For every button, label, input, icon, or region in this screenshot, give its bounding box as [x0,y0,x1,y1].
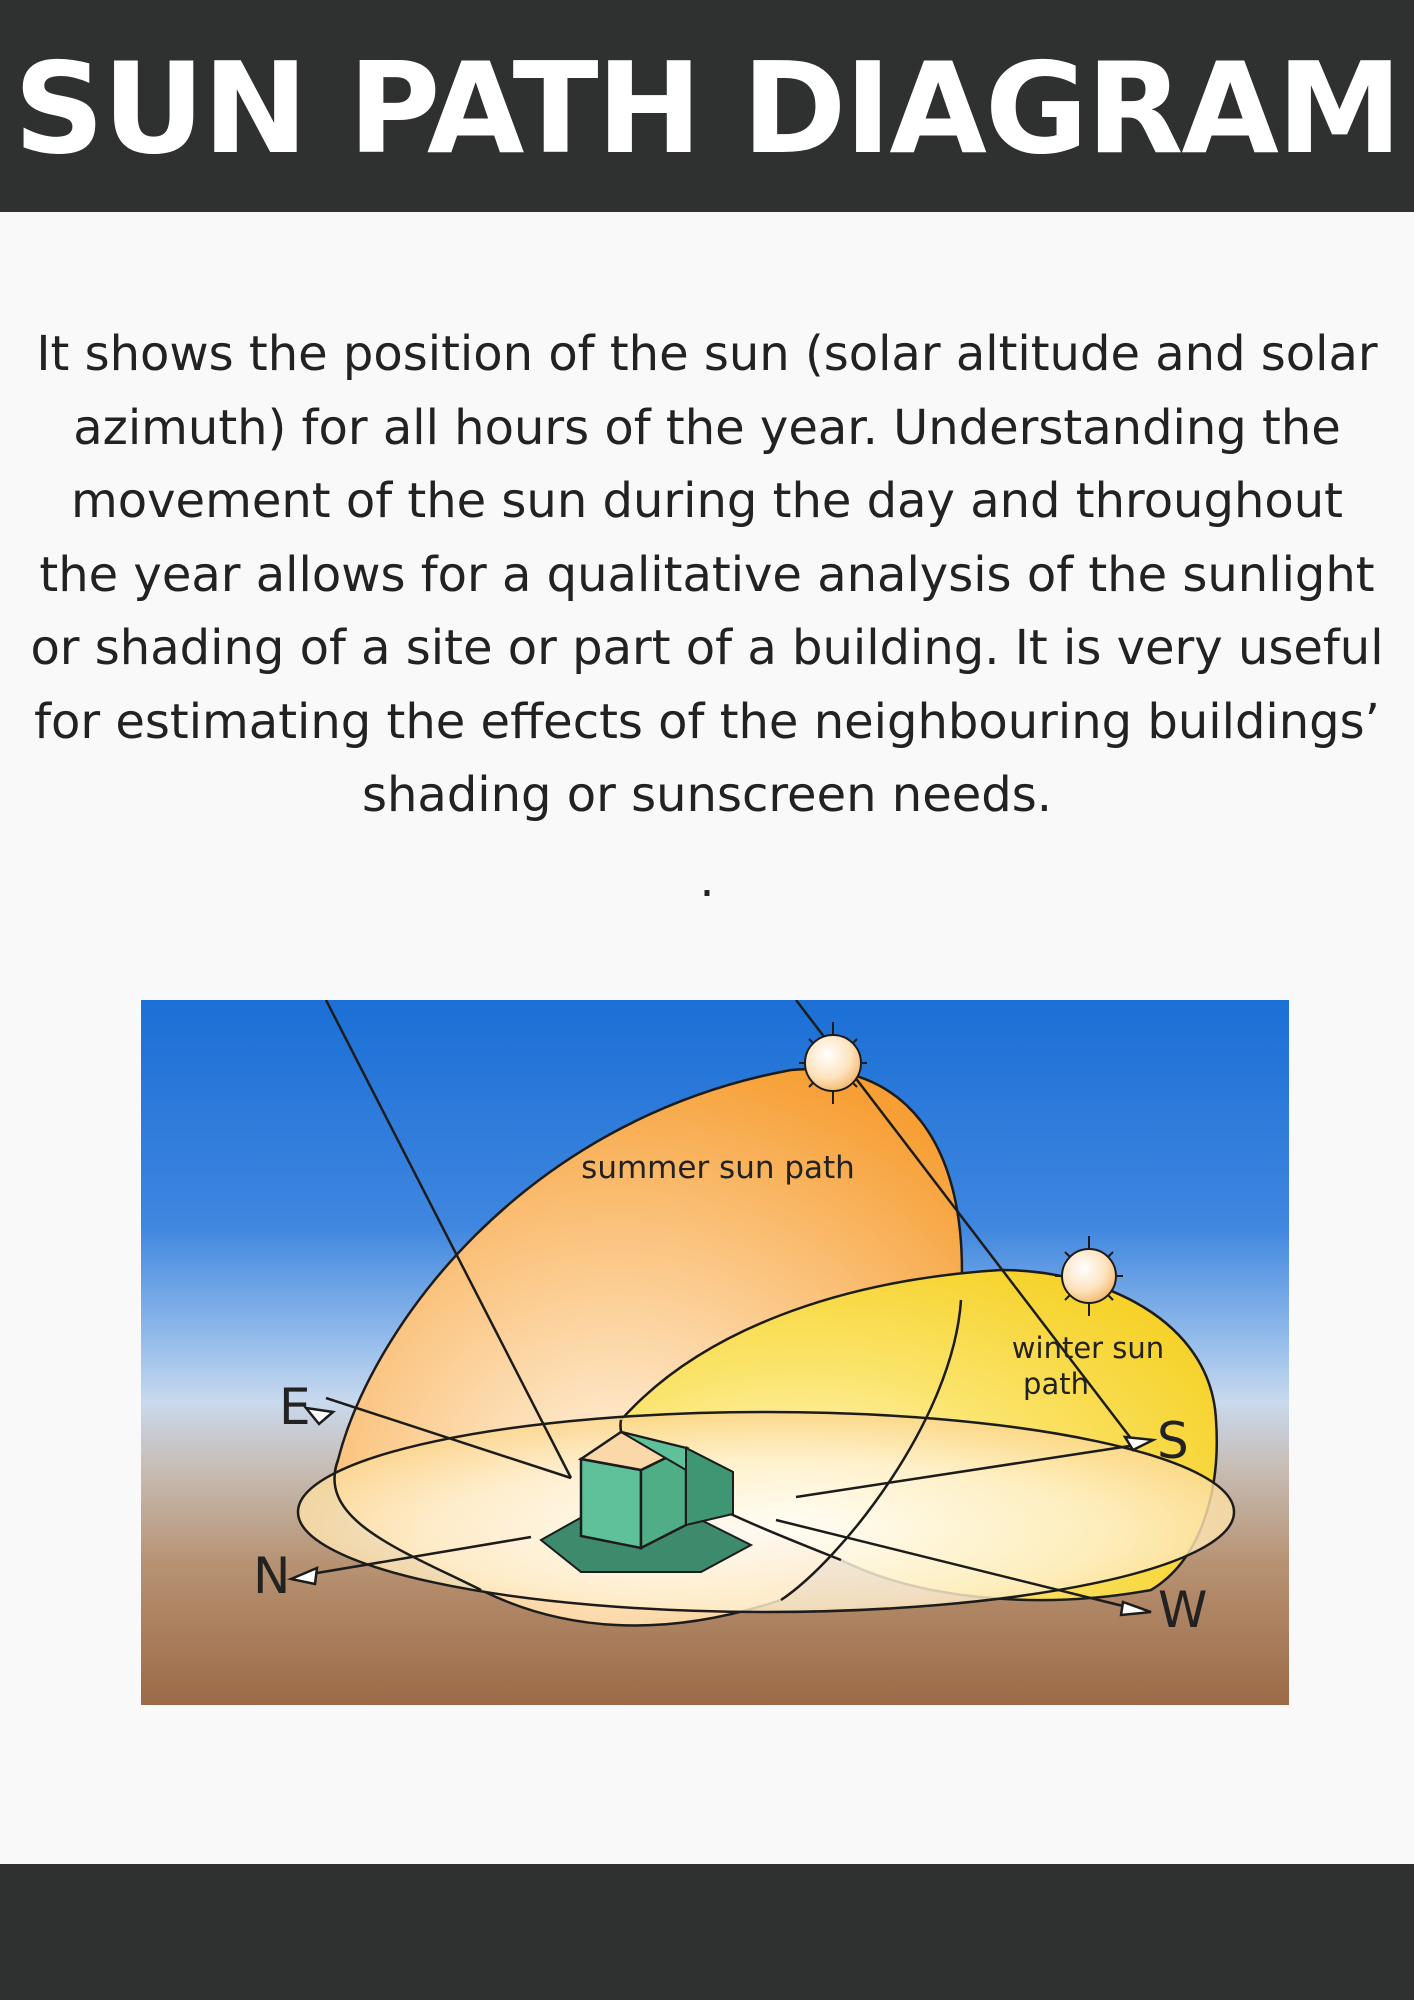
trailing-dot: . [699,852,715,908]
compass-label-east: E [279,1378,311,1436]
summer-sun-icon [799,1022,867,1104]
sun-path-illustration: summer sun path winter sun path E N S W [141,1000,1289,1705]
page-title: SUN PATH DIAGRAM [13,35,1402,182]
north-arrowhead [286,1566,319,1586]
west-arrowhead [1119,1600,1152,1617]
intro-paragraph: It shows the position of the sun (solar … [30,326,1384,823]
compass-label-north: N [253,1547,290,1605]
winter-path-label-line1: winter sun [1012,1331,1164,1365]
east-west-axis [324,1000,573,1479]
east-arrowhead [303,1406,336,1426]
house-icon [539,1430,754,1573]
north-south-axis [310,1535,532,1576]
ground-plane [296,1410,1236,1614]
winter-sun-icon [1055,1236,1123,1316]
compass-label-west: W [1158,1581,1207,1639]
winter-path-label-line2: path [1023,1367,1089,1401]
header-band [0,0,1414,212]
summer-path-label: summer sun path [581,1150,855,1186]
compass-label-south: S [1157,1412,1189,1470]
footer-band [0,1864,1414,2000]
south-arrowhead [1122,1435,1158,1452]
